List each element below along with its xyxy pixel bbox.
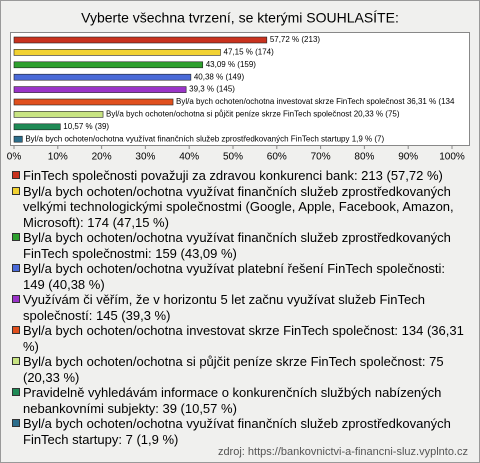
legend-item: Využívám či věřím, že v horizontu 5 let … bbox=[12, 292, 464, 323]
legend-swatch bbox=[12, 326, 20, 334]
x-tick-label: 60% bbox=[267, 152, 287, 163]
legend-item: FinTech společnosti považuji za zdravou … bbox=[12, 168, 464, 184]
legend-swatch bbox=[12, 264, 20, 272]
chart-title: Vyberte všechna tvrzení, se kterými SOUH… bbox=[81, 10, 399, 26]
x-tick-label: 30% bbox=[135, 152, 155, 163]
bar bbox=[13, 73, 192, 81]
legend-swatch bbox=[12, 357, 20, 365]
legend-text: Byl/a bych ochoten/ochotna si půjčit pen… bbox=[23, 354, 444, 385]
x-tick-label: 0% bbox=[7, 152, 22, 163]
legend-text: Byl/a bych ochoten/ochotna investovat sk… bbox=[23, 323, 464, 354]
legend-text: Byl/a bych ochoten/ochotna využívat fina… bbox=[23, 230, 451, 261]
legend-swatch bbox=[12, 419, 20, 427]
legend-item: Byl/a bych ochoten/ochotna využívat plat… bbox=[12, 261, 464, 292]
legend-swatch bbox=[12, 388, 20, 396]
legend-item: Byl/a bych ochoten/ochotna investovat sk… bbox=[12, 323, 464, 354]
legend-item: Byl/a bych ochoten/ochotna využívat fina… bbox=[12, 230, 464, 261]
legend-text: FinTech společnosti považuji za zdravou … bbox=[23, 168, 443, 183]
data-label: 40,38 % (149) bbox=[194, 72, 245, 81]
legend-item: Pravidelně vyhledávám informace o konkur… bbox=[12, 385, 464, 416]
legend-item: Byl/a bych ochoten/ochotna využívat fina… bbox=[12, 184, 464, 231]
bar bbox=[13, 86, 187, 93]
x-tick-label: 100% bbox=[439, 152, 465, 163]
legend-swatch bbox=[12, 295, 20, 303]
x-tick-label: 80% bbox=[354, 152, 374, 163]
legend-swatch bbox=[12, 233, 20, 241]
x-tick-label: 50% bbox=[223, 152, 243, 163]
source: zdroj: https://bankovnictvi-a-financni-s… bbox=[218, 446, 468, 458]
x-tick-label: 20% bbox=[92, 152, 112, 163]
data-label: 47,15 % (174) bbox=[224, 48, 275, 57]
bar bbox=[13, 36, 268, 44]
legend-item: Byl/a bych ochoten/ochotna si půjčit pen… bbox=[12, 354, 464, 385]
legend-text: Byl/a bych ochoten/ochotna využívat fina… bbox=[23, 416, 451, 447]
data-label: Byl/a bych ochoten/ochotna si půjčit pen… bbox=[106, 110, 400, 119]
data-label: 39,3 % (145) bbox=[189, 85, 235, 94]
legend-swatch bbox=[12, 186, 20, 195]
bar bbox=[13, 111, 104, 118]
data-label: Byl/a bych ochoten/ochotna investovat sk… bbox=[176, 97, 455, 106]
bar bbox=[13, 135, 23, 143]
bar bbox=[13, 98, 174, 106]
x-tick-label: 90% bbox=[398, 152, 418, 163]
legend-text: Byl/a bych ochoten/ochotna využívat fina… bbox=[23, 183, 454, 230]
legend-text: Využívám či věřím, že v horizontu 5 let … bbox=[23, 292, 425, 323]
legend-text: Byl/a bych ochoten/ochotna využívat plat… bbox=[23, 261, 446, 292]
legend-item: Byl/a bych ochoten/ochotna využívat fina… bbox=[12, 416, 464, 447]
data-label: 43,09 % (159) bbox=[206, 60, 257, 69]
bar bbox=[13, 123, 61, 131]
x-tick-label: 10% bbox=[48, 152, 68, 163]
bar bbox=[13, 49, 221, 56]
legend-swatch bbox=[12, 171, 20, 179]
legend: FinTech společnosti považuji za zdravou … bbox=[12, 168, 464, 447]
data-label: 57,72 % (213) bbox=[270, 35, 321, 44]
x-tick-label: 40% bbox=[179, 152, 199, 163]
data-label: 10,57 % (39) bbox=[63, 122, 109, 131]
data-label: Byl/a bych ochoten/ochotna využívat fina… bbox=[25, 134, 384, 143]
x-tick-label: 70% bbox=[311, 152, 331, 163]
legend-text: Pravidelně vyhledávám informace o konkur… bbox=[23, 385, 442, 416]
bar bbox=[13, 61, 204, 69]
